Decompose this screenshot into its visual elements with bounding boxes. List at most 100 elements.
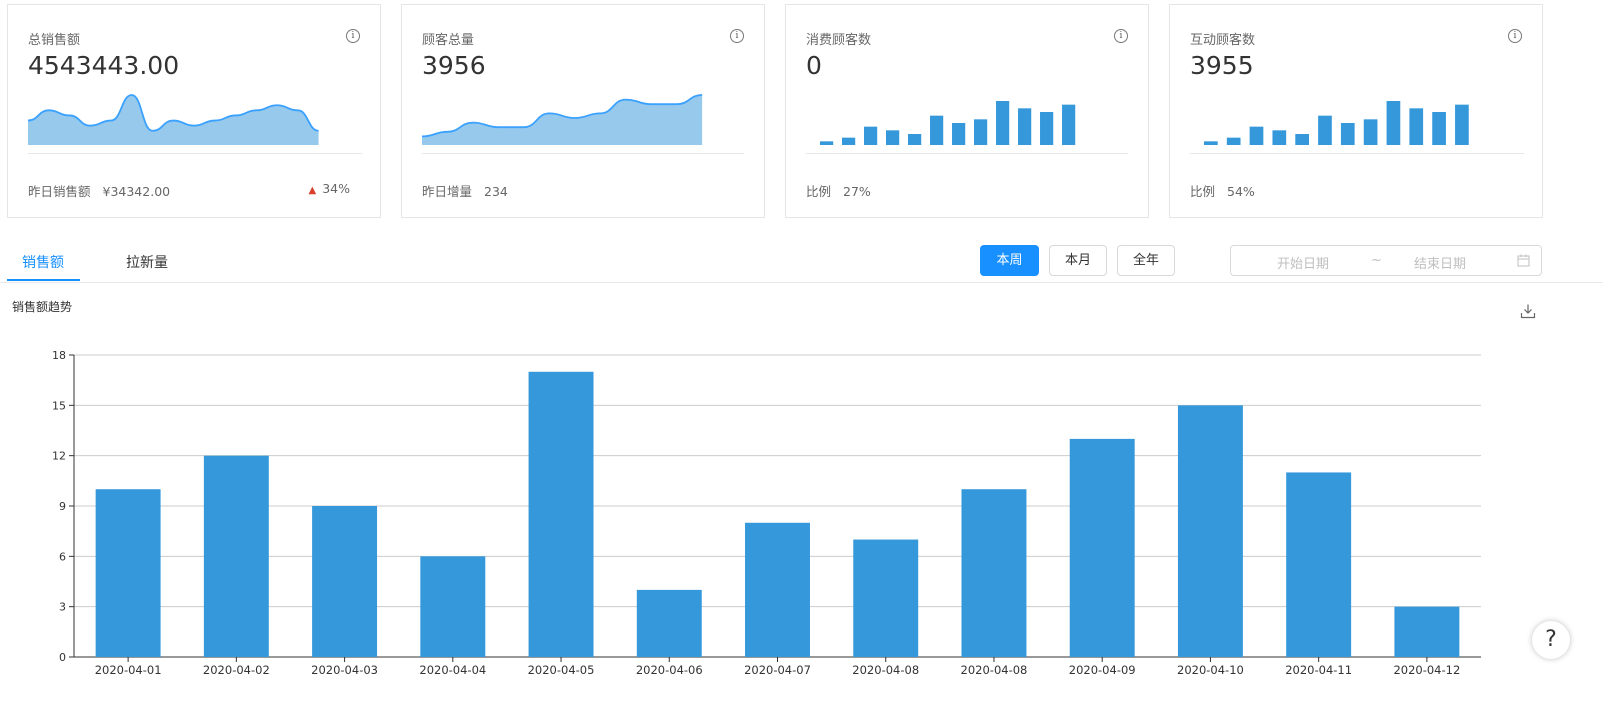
arrow-up-icon: ▲: [308, 185, 317, 196]
chart-bar: [203, 455, 269, 657]
footer-label: 昨日增量: [422, 184, 473, 199]
calendar-icon: [1517, 254, 1530, 267]
x-tick-label: 2020-04-09: [1069, 663, 1136, 677]
y-tick-label: 18: [52, 349, 66, 362]
x-tick-label: 2020-04-10: [1177, 663, 1244, 677]
footer-value: 54%: [1227, 184, 1255, 199]
sparkline-bar: [820, 141, 834, 145]
card-value: 3955: [1190, 51, 1254, 80]
chart-bar: [1394, 606, 1460, 657]
sparkline-bar: [842, 137, 856, 145]
chart-bar: [1286, 472, 1352, 657]
card-title: 总销售额: [28, 33, 81, 48]
card-footer: 昨日增量 234: [422, 181, 508, 200]
end-date-input[interactable]: 结束日期: [1414, 257, 1467, 272]
card-footer: 比例 27%: [806, 181, 871, 200]
sparkline-bar: [1340, 123, 1355, 145]
sparkline-line: [422, 94, 703, 138]
chart-bar: [745, 522, 810, 657]
x-tick-label: 2020-04-01: [95, 663, 162, 677]
card-value: 0: [806, 51, 822, 80]
card-footer: 昨日销售额 ¥34342.00: [28, 181, 170, 200]
sparkline: [1190, 101, 1524, 154]
y-tick-label: 9: [59, 500, 66, 513]
y-tick-label: 0: [59, 651, 66, 664]
sparkline-bar: [1432, 112, 1446, 145]
info-icon[interactable]: i: [730, 29, 744, 43]
x-tick-label: 2020-04-04: [419, 663, 486, 677]
this-month-button[interactable]: 本月: [1049, 245, 1107, 276]
footer-value: 27%: [843, 184, 871, 199]
footer-value: ¥34342.00: [102, 184, 171, 199]
x-tick-label: 2020-04-08: [852, 663, 919, 677]
x-tick-label: 2020-04-03: [311, 663, 378, 677]
sparkline-bar: [1226, 137, 1241, 145]
chart-bar: [420, 556, 486, 657]
card-value: 4543443.00: [28, 51, 180, 80]
y-tick-label: 15: [52, 399, 66, 412]
sparkline-bar: [974, 119, 988, 145]
info-icon[interactable]: i: [1508, 29, 1522, 43]
sparkline-bar: [908, 134, 922, 145]
sparkline: [422, 94, 744, 154]
x-tick-label: 2020-04-06: [636, 663, 703, 677]
stat-card-customers: 顾客总量 i 3956 昨日增量 234: [401, 4, 765, 218]
footer-label: 比例: [806, 184, 832, 199]
this-week-button[interactable]: 本周: [980, 245, 1039, 276]
y-tick-label: 3: [59, 601, 66, 614]
info-icon[interactable]: i: [346, 29, 360, 43]
x-tick-label: 2020-04-12: [1393, 663, 1460, 677]
chart-title: 销售额趋势: [12, 300, 73, 314]
sparkline-line: [28, 94, 319, 132]
sparkline-bar: [1204, 141, 1218, 145]
sparkline-bar: [952, 123, 966, 145]
stat-card-interactive-customers: 互动顾客数 i 3955 比例 54%: [1169, 4, 1543, 218]
sparkline-bar: [996, 101, 1010, 145]
sparkline: [28, 94, 362, 154]
sparkline-bar: [1062, 104, 1076, 145]
card-title: 消费顾客数: [806, 33, 872, 48]
tab-sales[interactable]: 销售额: [22, 255, 64, 271]
y-tick-label: 6: [59, 550, 66, 563]
x-tick-label: 2020-04-08: [961, 663, 1028, 677]
trend-value: 34%: [322, 181, 350, 196]
sparkline-bar: [1272, 130, 1287, 145]
chart-bar: [636, 589, 702, 657]
trend-indicator: ▲ 34%: [309, 181, 350, 196]
sparkline: [806, 101, 1128, 154]
chart-tabs: 销售额 拉新量: [0, 240, 1603, 283]
y-tick-label: 12: [52, 450, 66, 463]
sparkline-bar: [886, 130, 900, 145]
footer-label: 比例: [1190, 184, 1216, 199]
chart-bar: [1177, 405, 1243, 657]
x-tick-label: 2020-04-02: [203, 663, 270, 677]
chart-bar: [961, 489, 1027, 657]
footer-value: 234: [484, 184, 508, 199]
sparkline-bar: [1040, 112, 1054, 145]
sparkline-bar: [1018, 108, 1032, 145]
chart-bar: [312, 506, 378, 657]
download-icon[interactable]: [1520, 303, 1536, 319]
sparkline-bar: [1386, 101, 1401, 145]
start-date-input[interactable]: 开始日期: [1277, 257, 1330, 272]
sparkline-bar: [1318, 115, 1332, 145]
card-value: 3956: [422, 51, 486, 80]
sparkline-bar: [1295, 134, 1309, 145]
card-title: 互动顾客数: [1190, 33, 1256, 48]
date-range-picker[interactable]: 开始日期 ~ 结束日期: [1230, 245, 1542, 276]
x-tick-label: 2020-04-11: [1285, 663, 1352, 677]
active-tab-indicator: [7, 279, 80, 281]
whole-year-button[interactable]: 全年: [1117, 245, 1175, 276]
chart-bar: [528, 371, 594, 657]
sparkline-area: [422, 95, 703, 145]
sales-bar-chart: 0 3 6 9 12 15 18 2020-04-01 2020-04-02 2020-04-03…: [52, 349, 1481, 677]
sparkline-bar: [1249, 126, 1264, 145]
chart-bar: [1069, 438, 1135, 657]
stat-card-sales: 总销售额 i 4543443.00 昨日销售额 ¥34342.00 ▲ 34%: [7, 4, 381, 218]
sparkline-bar: [930, 115, 944, 145]
sparkline-area: [28, 95, 319, 145]
info-icon[interactable]: i: [1114, 29, 1128, 43]
tab-new-customers[interactable]: 拉新量: [126, 255, 168, 271]
help-icon[interactable]: ?: [1532, 621, 1570, 659]
stat-card-paying-customers: 消费顾客数 i 0 比例 27%: [785, 4, 1149, 218]
